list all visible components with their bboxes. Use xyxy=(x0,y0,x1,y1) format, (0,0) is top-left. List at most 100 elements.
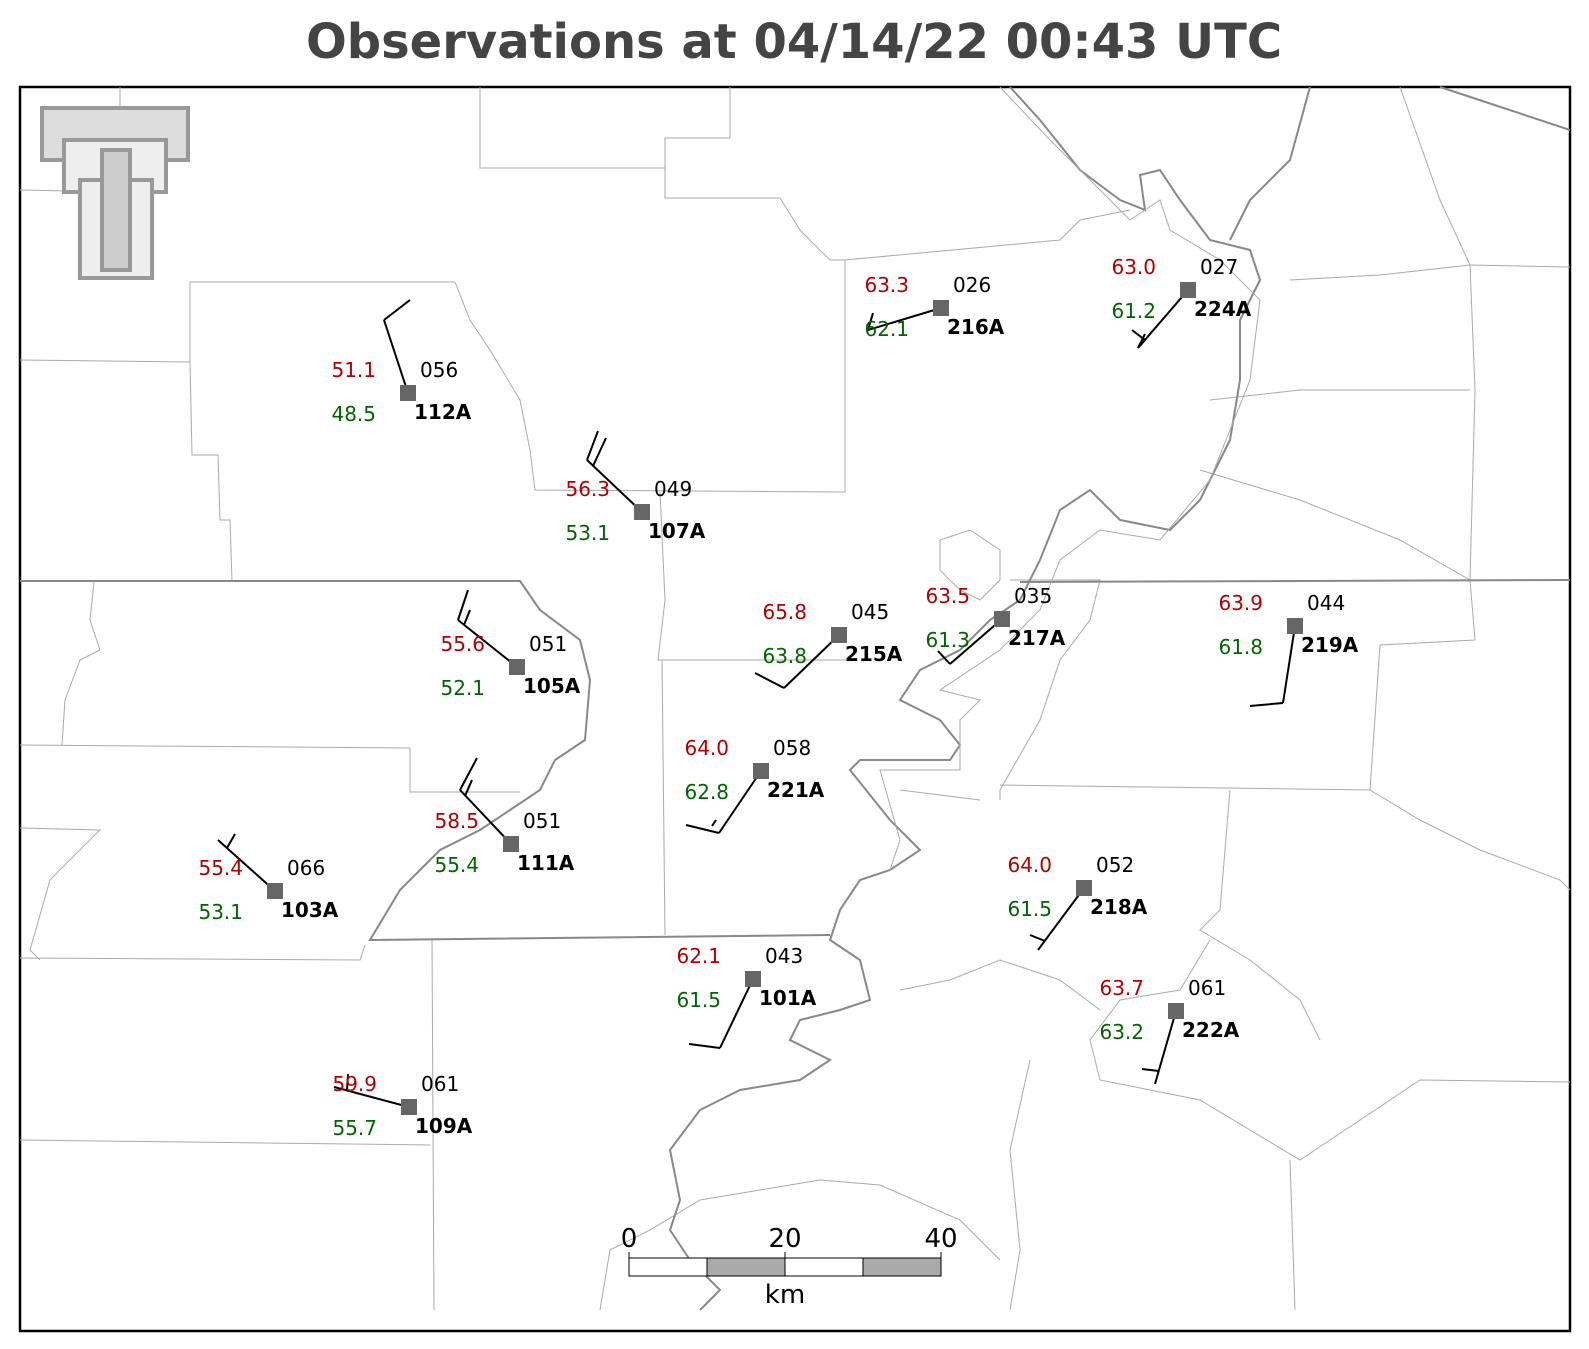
station-marker xyxy=(745,971,761,987)
pressure: 049 xyxy=(654,477,692,501)
station-id: 105A xyxy=(523,674,581,698)
station: 55.6 52.1 051 105A xyxy=(440,589,581,700)
wind-barb xyxy=(226,833,236,849)
pressure: 058 xyxy=(773,736,811,760)
state-lines xyxy=(20,86,1571,1311)
wind-barb xyxy=(1131,329,1146,341)
dewpoint: 55.7 xyxy=(332,1116,377,1140)
dewpoint: 52.1 xyxy=(440,676,485,700)
station-marker xyxy=(1180,282,1196,298)
dewpoint: 48.5 xyxy=(331,402,376,426)
temperature: 65.8 xyxy=(762,600,807,624)
station-marker xyxy=(1168,1003,1184,1019)
dewpoint: 63.2 xyxy=(1099,1020,1144,1044)
station-marker xyxy=(933,300,949,316)
wind-barb xyxy=(867,312,874,331)
river-banks xyxy=(879,86,1261,871)
wind-shaft xyxy=(1282,625,1296,704)
wind-barb xyxy=(688,1043,721,1049)
temperature: 63.3 xyxy=(864,273,909,297)
station: 64.0 61.5 052 218A xyxy=(1007,853,1148,951)
pressure: 051 xyxy=(523,809,561,833)
station-marker xyxy=(1076,880,1092,896)
pressure: 044 xyxy=(1307,591,1345,615)
station: 55.4 53.1 066 103A xyxy=(198,833,339,924)
station-marker xyxy=(509,659,525,675)
wind-barb xyxy=(459,757,478,791)
dewpoint: 61.3 xyxy=(925,628,970,652)
temperature: 58.5 xyxy=(434,809,479,833)
wind-barb xyxy=(457,589,469,621)
station-id: 215A xyxy=(845,642,903,666)
temperature: 55.6 xyxy=(440,632,485,656)
pressure: 043 xyxy=(765,944,803,968)
wind-barb xyxy=(592,437,607,467)
wind-shaft xyxy=(459,789,512,845)
station-marker xyxy=(1287,618,1303,634)
wind-shaft xyxy=(333,1086,410,1108)
station-marker xyxy=(401,1099,417,1115)
temperature: 64.0 xyxy=(684,736,729,760)
scale-label: 20 xyxy=(768,1224,801,1254)
pressure: 027 xyxy=(1200,255,1238,279)
station-id: 112A xyxy=(414,400,472,424)
station-id: 109A xyxy=(415,1114,473,1138)
station-marker xyxy=(400,385,416,401)
wind-shaft xyxy=(217,839,276,892)
wind-barb xyxy=(754,672,785,689)
station: 63.9 61.8 044 219A xyxy=(1218,591,1359,707)
wind-barb xyxy=(463,609,471,626)
station-id: 224A xyxy=(1194,297,1252,321)
station: 62.1 61.5 043 101A xyxy=(676,944,817,1049)
scale-unit: km xyxy=(765,1280,805,1310)
dewpoint: 53.1 xyxy=(198,900,243,924)
pressure: 061 xyxy=(421,1072,459,1096)
station-id: 111A xyxy=(517,851,575,875)
dewpoint: 62.8 xyxy=(684,780,729,804)
dewpoint: 63.8 xyxy=(762,644,807,668)
station-id: 222A xyxy=(1182,1018,1240,1042)
station: 64.0 62.8 058 221A xyxy=(684,736,825,834)
temperature: 63.9 xyxy=(1218,591,1263,615)
pressure: 026 xyxy=(953,273,991,297)
scale-label: 0 xyxy=(621,1224,638,1254)
pressure: 052 xyxy=(1096,853,1134,877)
pressure: 066 xyxy=(287,856,325,880)
wind-shaft xyxy=(867,307,942,331)
dewpoint: 53.1 xyxy=(565,521,610,545)
temperature: 63.0 xyxy=(1111,255,1156,279)
temperature: 55.4 xyxy=(198,856,243,880)
dewpoint: 61.2 xyxy=(1111,299,1156,323)
station: 51.1 48.5 056 112A xyxy=(331,299,472,426)
temperature: 59.9 xyxy=(332,1072,377,1096)
station-id: 219A xyxy=(1301,633,1359,657)
station-id: 107A xyxy=(648,519,706,543)
pressure: 056 xyxy=(420,358,458,382)
temperature: 63.5 xyxy=(925,584,970,608)
station: 63.0 61.2 027 224A xyxy=(1111,255,1252,349)
wind-shaft xyxy=(718,770,762,834)
pressure: 051 xyxy=(529,632,567,656)
station: 56.3 53.1 049 107A xyxy=(565,430,706,545)
station-plots: 51.1 48.5 056 112A 56.3 53.1 049 107A 63.3 62.1 02… xyxy=(198,255,1358,1140)
station: 58.5 55.4 051 111A xyxy=(434,757,575,877)
pressure: 035 xyxy=(1014,584,1052,608)
temperature: 63.7 xyxy=(1099,976,1144,1000)
pressure: 045 xyxy=(851,600,889,624)
wind-barb xyxy=(937,650,951,665)
wind-shaft xyxy=(719,978,754,1049)
wind-barb xyxy=(1141,1068,1160,1072)
wind-shaft xyxy=(783,634,840,689)
wind-barb xyxy=(586,430,599,461)
wind-barb xyxy=(383,299,411,321)
wind-shaft xyxy=(949,618,1003,665)
station-id: 217A xyxy=(1008,626,1066,650)
wind-barb xyxy=(685,824,720,834)
station-id: 221A xyxy=(767,778,825,802)
dewpoint: 55.4 xyxy=(434,853,479,877)
scale-label: 40 xyxy=(924,1224,957,1254)
station: 63.5 61.3 035 217A xyxy=(925,584,1066,665)
title: Observations at 04/14/22 00:43 UTC xyxy=(306,14,1282,70)
temperature: 64.0 xyxy=(1007,853,1052,877)
dewpoint: 62.1 xyxy=(864,317,909,341)
